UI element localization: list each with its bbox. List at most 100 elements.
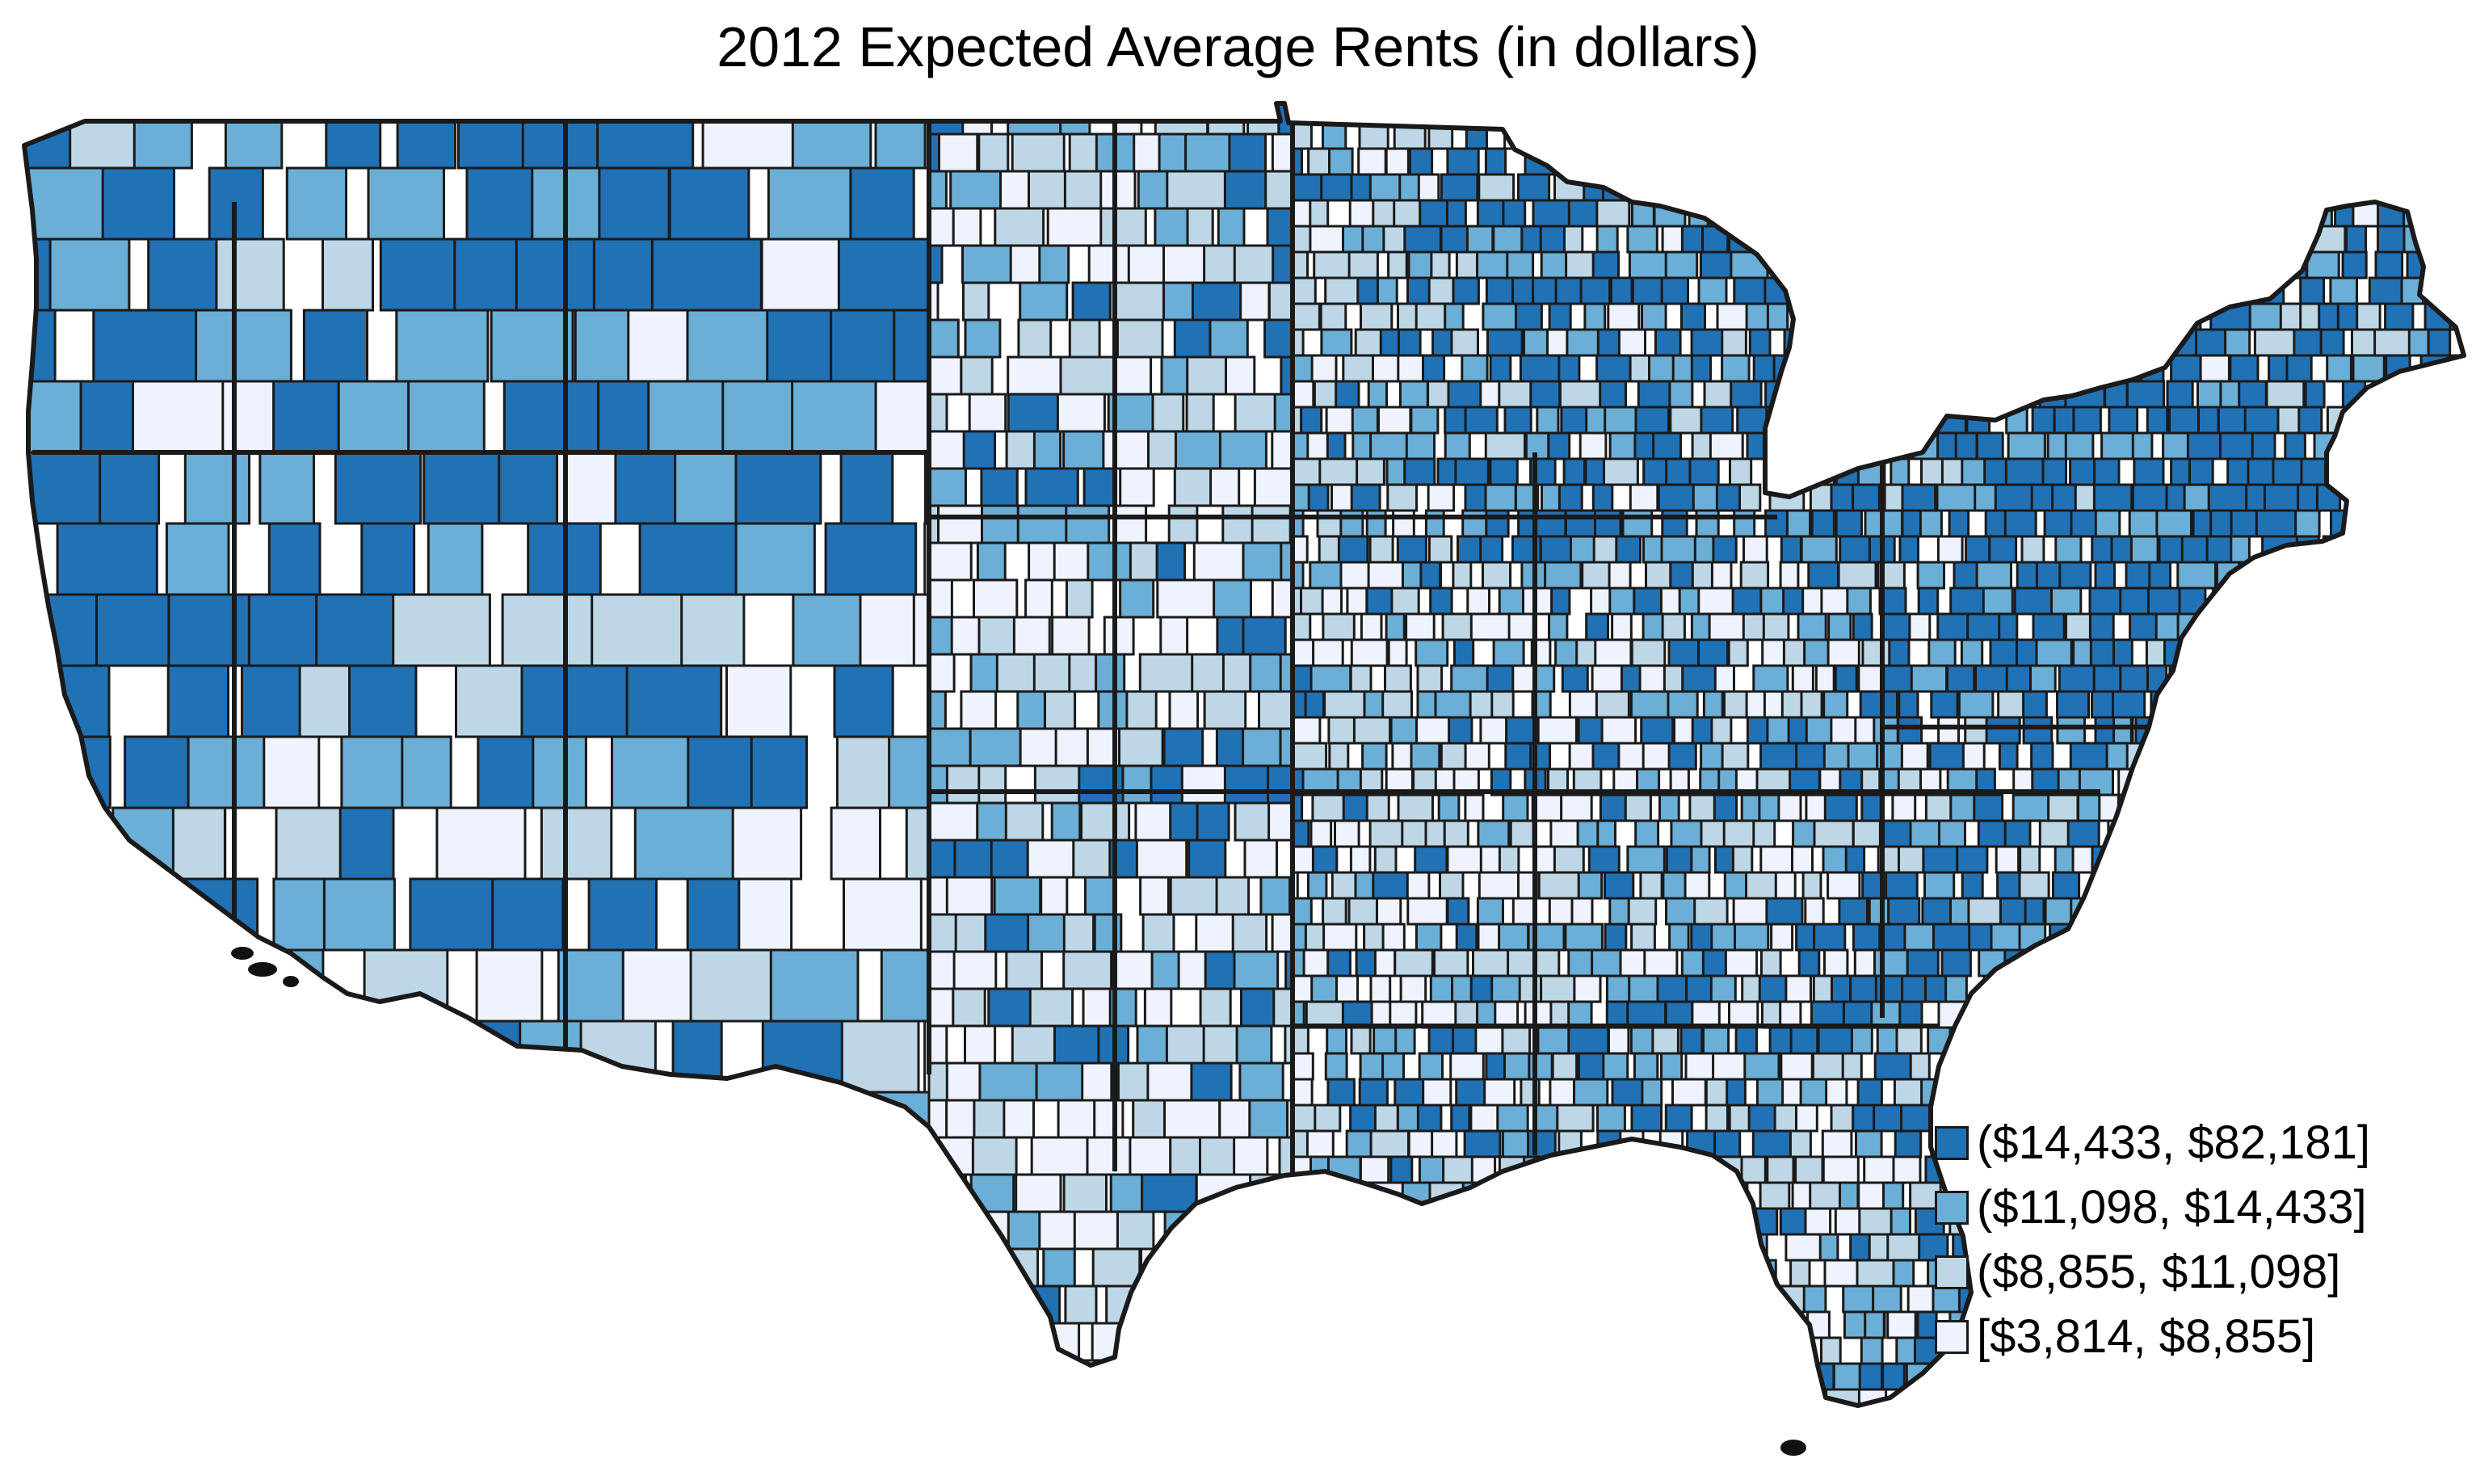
county-region	[2236, 225, 2260, 254]
county-region	[1759, 742, 1799, 771]
county-region	[363, 948, 449, 1023]
county-region	[1385, 612, 1406, 641]
county-region	[1668, 173, 1696, 202]
county-region	[1139, 876, 1170, 916]
county-region	[1405, 612, 1436, 641]
county-region	[1373, 845, 1398, 874]
county-region	[2381, 1336, 2411, 1365]
county-region	[1384, 664, 1412, 693]
county-region	[2393, 1155, 2430, 1184]
county-region	[2349, 664, 2383, 693]
county-region	[2432, 819, 2461, 848]
county-region	[2050, 302, 2088, 331]
county-region	[2377, 871, 2411, 900]
county-region	[1727, 121, 1763, 150]
county-region	[396, 103, 457, 170]
county-region	[1259, 876, 1292, 916]
county-region	[2457, 1388, 2464, 1406]
county-region	[2457, 1310, 2464, 1339]
county-region	[2365, 1129, 2399, 1158]
county-region	[1489, 1388, 1527, 1406]
county-region	[2112, 871, 2146, 900]
county-region	[2297, 406, 2323, 435]
county-region	[2467, 1002, 2472, 1028]
county-region	[1791, 1388, 1821, 1406]
county-region	[2187, 664, 2218, 693]
county-region	[1234, 1322, 1285, 1362]
county-region	[1768, 1336, 1789, 1365]
county-region	[2042, 354, 2065, 383]
county-region	[2400, 121, 2426, 150]
county-region	[824, 522, 918, 596]
county-region	[1705, 1310, 1735, 1339]
county-region	[1984, 509, 2007, 538]
county-region	[1629, 1336, 1667, 1365]
county-region	[2153, 716, 2179, 745]
county-region	[302, 309, 368, 383]
county-region	[2238, 380, 2268, 409]
county-region	[2300, 897, 2333, 926]
county-region	[414, 1375, 467, 1406]
county-region	[401, 735, 452, 809]
county-region	[2256, 103, 2300, 124]
county-region	[977, 132, 1010, 173]
county-region	[2438, 1336, 2464, 1365]
county-region	[1550, 1207, 1593, 1236]
county-region	[1822, 845, 1849, 874]
county-region	[1512, 1207, 1541, 1236]
county-region	[1477, 819, 1511, 848]
county-region	[2374, 250, 2404, 280]
county-region	[2411, 767, 2442, 797]
county-region	[325, 103, 382, 170]
county-region	[2243, 845, 2266, 874]
county-region	[1577, 103, 1605, 124]
county-region	[1583, 302, 1607, 331]
county-region	[1892, 1259, 1915, 1288]
county-region	[1658, 1415, 1692, 1441]
county-region	[1731, 173, 1760, 202]
county-region	[2429, 897, 2457, 926]
county-region	[1028, 987, 1074, 1028]
county-region	[1452, 561, 1473, 590]
county-region	[2410, 1362, 2446, 1391]
county-region	[1365, 793, 1390, 822]
county-region	[1721, 328, 1747, 357]
county-region	[187, 1233, 267, 1307]
county-region	[2192, 103, 2230, 124]
county-region	[340, 735, 405, 809]
county-region	[247, 593, 322, 667]
county-region	[2290, 561, 2314, 590]
county-region	[1713, 793, 1738, 822]
county-region	[1849, 974, 1879, 1003]
county-region	[2339, 457, 2369, 486]
county-region	[2453, 147, 2464, 176]
county-region	[962, 430, 996, 470]
county-region	[1314, 1104, 1342, 1133]
county-region	[1919, 509, 1943, 538]
county-region	[2428, 1026, 2452, 1055]
county-region	[798, 1304, 893, 1378]
county-region	[1188, 839, 1227, 879]
county-region	[1733, 509, 1756, 538]
county-region	[2303, 923, 2325, 952]
county-region	[938, 132, 979, 173]
county-region	[2381, 457, 2402, 486]
county-region	[927, 801, 981, 842]
county-region	[2307, 690, 2331, 719]
county-region	[490, 309, 574, 383]
county-region	[555, 1375, 658, 1406]
county-region	[2427, 328, 2452, 357]
county-region	[2176, 561, 2217, 590]
county-region	[1601, 1259, 1625, 1288]
county-region	[1713, 1129, 1742, 1158]
county-region	[2251, 431, 2276, 460]
county-region	[1242, 727, 1284, 767]
county-region	[791, 103, 872, 170]
county-region	[2365, 638, 2395, 667]
county-region	[1217, 207, 1246, 247]
county-region	[1675, 1362, 1710, 1391]
county-region	[1766, 1155, 1795, 1184]
county-region	[2133, 457, 2165, 486]
county-region	[1841, 1052, 1863, 1081]
county-region	[1696, 1181, 1734, 1210]
